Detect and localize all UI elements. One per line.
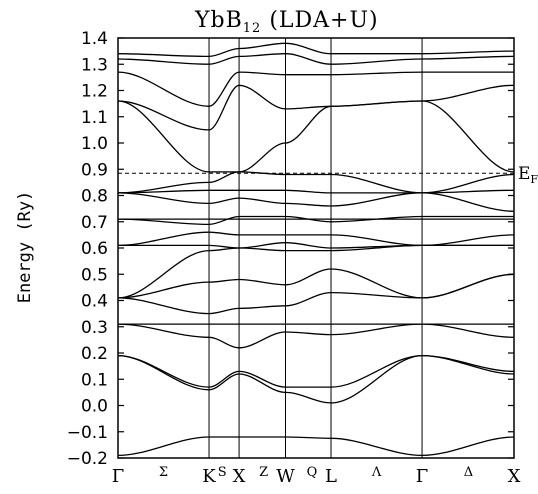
k-point-label: W — [276, 466, 295, 487]
band-line — [117, 231, 515, 247]
y-tick-label: 0.5 — [81, 265, 108, 285]
y-tick-label: −0.1 — [67, 423, 108, 443]
segment-label: Δ — [464, 465, 473, 480]
y-axis-label: Energy (Ry) — [15, 191, 35, 304]
y-tick-label: 0.8 — [81, 187, 108, 207]
y-tick-label: 0.7 — [81, 213, 108, 233]
chart-title-subscript: 12 — [243, 21, 262, 36]
y-tick-label: −0.2 — [67, 449, 108, 469]
y-tick-label: 0.0 — [81, 397, 108, 417]
band-line — [117, 215, 514, 226]
y-tick-label: 0.6 — [81, 239, 108, 259]
k-point-label: Γ — [416, 466, 429, 487]
band-line — [117, 354, 515, 404]
k-point-label: K — [202, 466, 216, 487]
y-tick-label: 0.9 — [81, 160, 108, 180]
band-line — [117, 71, 514, 107]
band-line — [117, 100, 515, 173]
y-tick-label: 1.1 — [81, 108, 108, 128]
band-line — [117, 273, 515, 315]
chart-title: YbB12 (LDA+U) — [194, 8, 379, 36]
band-line — [117, 244, 514, 299]
y-tick-label: 1.0 — [81, 134, 108, 154]
chart-title-main: YbB — [194, 8, 243, 33]
plot-area: −0.2 −0.1 0.0 0.1 0.2 0.3 0.4 0.5 0.6 0.7 0.8 0.9 1.… — [67, 29, 538, 487]
band-line — [117, 192, 515, 212]
segment-label: Λ — [371, 465, 382, 480]
band-line — [117, 354, 515, 388]
k-point-label: X — [233, 466, 246, 487]
band-line — [118, 242, 514, 249]
band-line — [117, 171, 515, 194]
y-tick-label: 1.4 — [81, 29, 108, 49]
fermi-level-label-main: E — [518, 164, 530, 184]
segment-label: Σ — [159, 465, 168, 480]
y-tick-label: 0.3 — [81, 318, 108, 338]
k-point-label: L — [325, 466, 337, 487]
y-tick-label: 1.3 — [81, 55, 108, 75]
band-line — [117, 84, 515, 131]
band-line — [117, 323, 515, 349]
k-point-label: X — [508, 466, 521, 487]
y-tick-label: 0.1 — [81, 370, 108, 390]
segment-label: Z — [259, 465, 268, 480]
segment-label: S — [218, 465, 227, 480]
chart-title-tail: (LDA+U) — [261, 8, 378, 33]
fermi-level-label: EF — [518, 164, 538, 186]
band-line — [117, 42, 515, 58]
y-tick-label: 0.4 — [81, 292, 108, 312]
band-line — [117, 53, 515, 65]
y-tick-label: 0.2 — [81, 344, 108, 364]
fermi-level-label-subscript: F — [530, 173, 538, 186]
y-tick-label: 1.2 — [81, 82, 108, 102]
k-point-label: Γ — [112, 466, 125, 487]
band-line — [117, 436, 515, 457]
segment-label: Q — [307, 465, 318, 480]
band-line — [117, 268, 515, 299]
plot-frame — [117, 37, 515, 459]
band-line — [117, 189, 515, 194]
